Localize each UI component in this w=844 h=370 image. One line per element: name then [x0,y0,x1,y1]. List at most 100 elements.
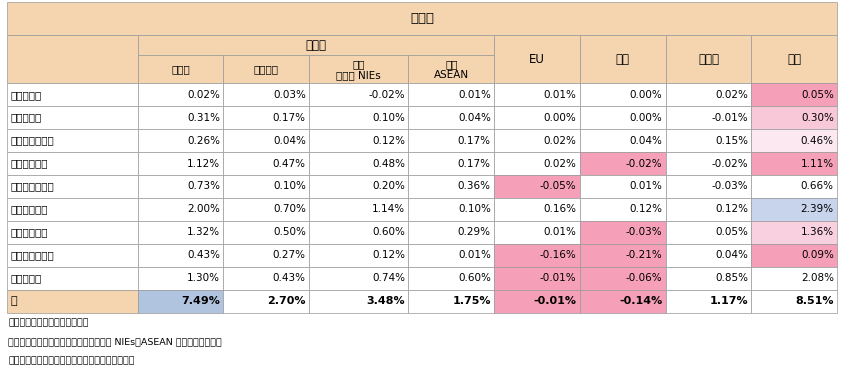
Text: 0.50%: 0.50% [273,227,306,238]
Text: -0.02%: -0.02% [711,158,748,169]
Text: 0.66%: 0.66% [801,181,834,192]
Text: 0.00%: 0.00% [630,90,663,100]
Bar [138,152,224,175]
Text: うち
ASEAN: うち ASEAN [434,59,469,80]
Bar [138,244,224,267]
Text: 0.29%: 0.29% [457,227,491,238]
Bar [666,267,751,290]
Bar [751,35,837,83]
Text: 備考：１．伸び率は対前年比。: 備考：１．伸び率は対前年比。 [8,318,89,327]
Bar [580,152,666,175]
Text: 2.70%: 2.70% [268,296,306,306]
Text: 0.03%: 0.03% [273,90,306,100]
Bar [495,106,580,129]
Bar [666,35,751,83]
Bar [309,267,408,290]
Text: 8.51%: 8.51% [795,296,834,306]
Bar [309,198,408,221]
Text: ７．電気機器: ７．電気機器 [10,227,47,238]
Bar [751,221,837,244]
Text: 0.12%: 0.12% [630,204,663,215]
Bar [309,175,408,198]
Text: ８．輸送用機器: ８．輸送用機器 [10,250,54,260]
Text: 0.17%: 0.17% [457,158,491,169]
Bar [138,56,224,83]
Text: -0.06%: -0.06% [625,273,663,283]
Text: 0.02%: 0.02% [544,135,576,146]
Text: -0.02%: -0.02% [625,158,663,169]
Bar [138,129,224,152]
Text: 0.04%: 0.04% [458,112,491,123]
Bar [7,2,837,35]
Bar [224,83,309,106]
Bar [7,198,138,221]
Text: 0.36%: 0.36% [457,181,491,192]
Bar [224,198,309,221]
Text: ３．鉱物性燃料: ３．鉱物性燃料 [10,135,54,146]
Text: うち中国: うち中国 [254,64,279,74]
Bar [224,244,309,267]
Bar [495,290,580,313]
Bar [751,152,837,175]
Bar [580,244,666,267]
Bar [751,106,837,129]
Text: 0.85%: 0.85% [715,273,748,283]
Bar [408,83,495,106]
Text: ５．原料別製品: ５．原料別製品 [10,181,54,192]
Text: -0.16%: -0.16% [540,250,576,260]
Bar [7,129,138,152]
Text: -0.01%: -0.01% [540,273,576,283]
Bar [580,35,666,83]
Text: １．食料品: １．食料品 [10,90,41,100]
Bar [580,106,666,129]
Bar [408,221,495,244]
Bar [7,244,138,267]
Bar [7,83,138,106]
Text: 3.48%: 3.48% [366,296,405,306]
Bar [580,267,666,290]
Bar [408,175,495,198]
Bar [408,290,495,313]
Bar [224,175,309,198]
Bar [408,56,495,83]
Bar [751,175,837,198]
Bar [408,267,495,290]
Bar [138,175,224,198]
Text: 0.48%: 0.48% [372,158,405,169]
Text: ２．原料品: ２．原料品 [10,112,41,123]
Text: 資料：財務省「貳易統計」から経済産業省作成。: 資料：財務省「貳易統計」から経済産業省作成。 [8,357,135,366]
Text: 米国: 米国 [616,53,630,66]
Text: 0.12%: 0.12% [372,135,405,146]
Bar [495,198,580,221]
Bar [751,83,837,106]
Bar [138,83,224,106]
Text: 0.04%: 0.04% [630,135,663,146]
Bar [666,244,751,267]
Text: 0.01%: 0.01% [630,181,663,192]
Bar [666,152,751,175]
Bar [138,106,224,129]
Text: 0.10%: 0.10% [458,204,491,215]
Text: 0.00%: 0.00% [630,112,663,123]
Bar [666,129,751,152]
Bar [224,56,309,83]
Bar [138,267,224,290]
Bar [7,267,138,290]
Text: 0.00%: 0.00% [544,112,576,123]
Bar [309,83,408,106]
Bar [495,129,580,152]
Text: -0.02%: -0.02% [369,90,405,100]
Text: 7.49%: 7.49% [181,296,220,306]
Text: 1.12%: 1.12% [187,158,220,169]
Text: -0.01%: -0.01% [533,296,576,306]
Bar [408,198,495,221]
Text: 0.01%: 0.01% [458,250,491,260]
Text: 0.74%: 0.74% [372,273,405,283]
Bar [309,290,408,313]
Text: 1.36%: 1.36% [801,227,834,238]
Text: その他: その他 [698,53,719,66]
Text: 1.30%: 1.30% [187,273,220,283]
Bar [224,129,309,152]
Text: 1.11%: 1.11% [801,158,834,169]
Bar [580,129,666,152]
